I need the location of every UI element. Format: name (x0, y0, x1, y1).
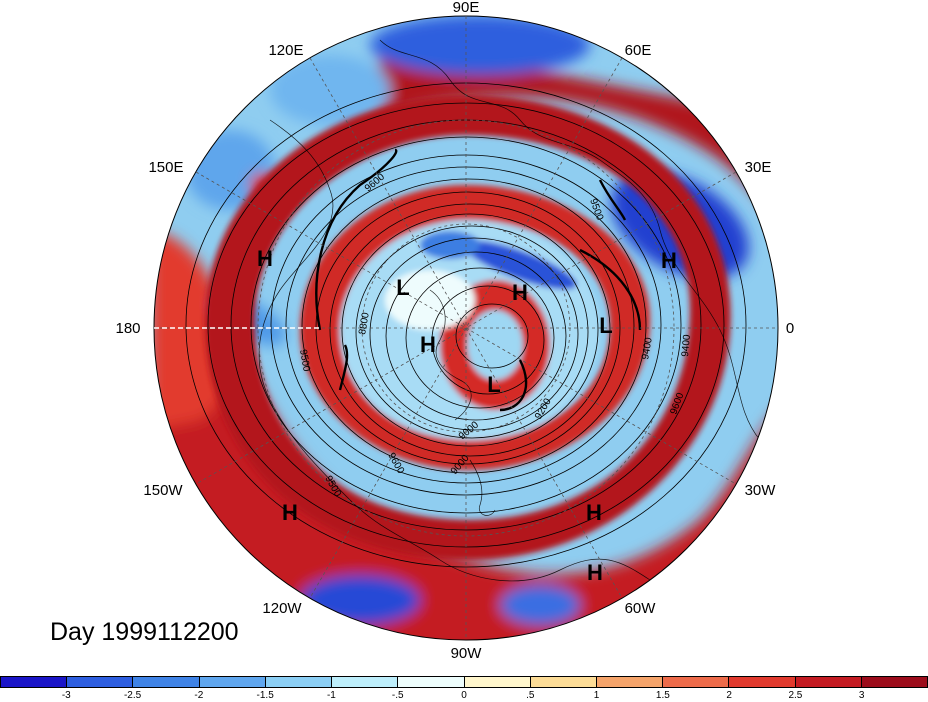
lon-label: 90E (453, 0, 480, 16)
colorbar-segment (133, 677, 200, 687)
colorbar-segment (729, 677, 796, 687)
low-marker: L (599, 313, 612, 338)
colorbar-tick-label: -2 (194, 690, 204, 701)
colorbar-tick-label: 1 (593, 690, 600, 701)
high-marker: H (512, 280, 528, 305)
longitude-labels: 90E 60E 30E 0 30W 60W 90W 120W 150W 180 … (115, 0, 794, 662)
date-title: Day 1999112200 (50, 618, 239, 646)
contour-label: 9400 (680, 334, 693, 358)
colorbar-tick-label: 3 (858, 690, 865, 701)
colorbar-tick-label: -1.5 (256, 690, 274, 701)
jet-contours (315, 148, 642, 412)
lon-label: 150E (148, 159, 183, 176)
colorbar-tick-label: 1.5 (655, 690, 670, 701)
colorbar-tick-label: 0 (461, 690, 467, 701)
high-marker: H (420, 332, 436, 357)
colorbar-segment (530, 677, 597, 687)
high-marker: H (586, 500, 602, 525)
contour-label: 8800 (357, 311, 372, 335)
low-marker: L (396, 275, 409, 300)
high-marker: H (587, 560, 603, 585)
colorbar-tick-label: -.5 (391, 690, 404, 701)
colorbar-segment (596, 677, 664, 687)
colorbar-segment (861, 677, 928, 687)
colorbar-segment (795, 677, 862, 687)
high-marker: H (661, 248, 677, 273)
lon-label: 30W (745, 482, 777, 499)
colorbar-tick-label: 2 (726, 690, 732, 701)
colorbar-tick-label: 2.5 (788, 690, 803, 701)
colorbar-segment (199, 677, 266, 687)
colorbar-segment (1, 677, 68, 687)
colorbar-tick-label: -2.5 (123, 690, 142, 701)
lon-label: 120W (262, 600, 302, 617)
contour-label: 9500 (297, 349, 312, 373)
colorbar-tick-label: -1 (326, 690, 336, 701)
colorbar-segment (332, 677, 399, 687)
high-marker: H (257, 246, 273, 271)
lon-label: 150W (143, 482, 183, 499)
contour-label: 9400 (640, 336, 655, 360)
colorbar (0, 676, 928, 688)
colorbar-segment (265, 677, 333, 687)
lon-label: 180 (115, 320, 140, 337)
lon-label: 120E (268, 42, 303, 59)
colorbar-segment (67, 677, 134, 687)
pressure-markers: H H H H H H H L L L (257, 246, 677, 585)
lon-label: 30E (745, 159, 772, 176)
lon-label: 60W (625, 600, 657, 617)
colorbar-tick-label: -3 (61, 690, 71, 701)
colorbar-segment (398, 677, 465, 687)
lon-label: 90W (451, 645, 483, 662)
low-marker: L (487, 372, 500, 397)
colorbar-segment (464, 677, 531, 687)
lon-label: 0 (786, 320, 794, 337)
coastlines (258, 39, 761, 582)
colorbar-segment (663, 677, 730, 687)
colorbar-tick-label: .5 (526, 690, 535, 701)
lon-label: 60E (625, 42, 652, 59)
high-marker: H (282, 500, 298, 525)
